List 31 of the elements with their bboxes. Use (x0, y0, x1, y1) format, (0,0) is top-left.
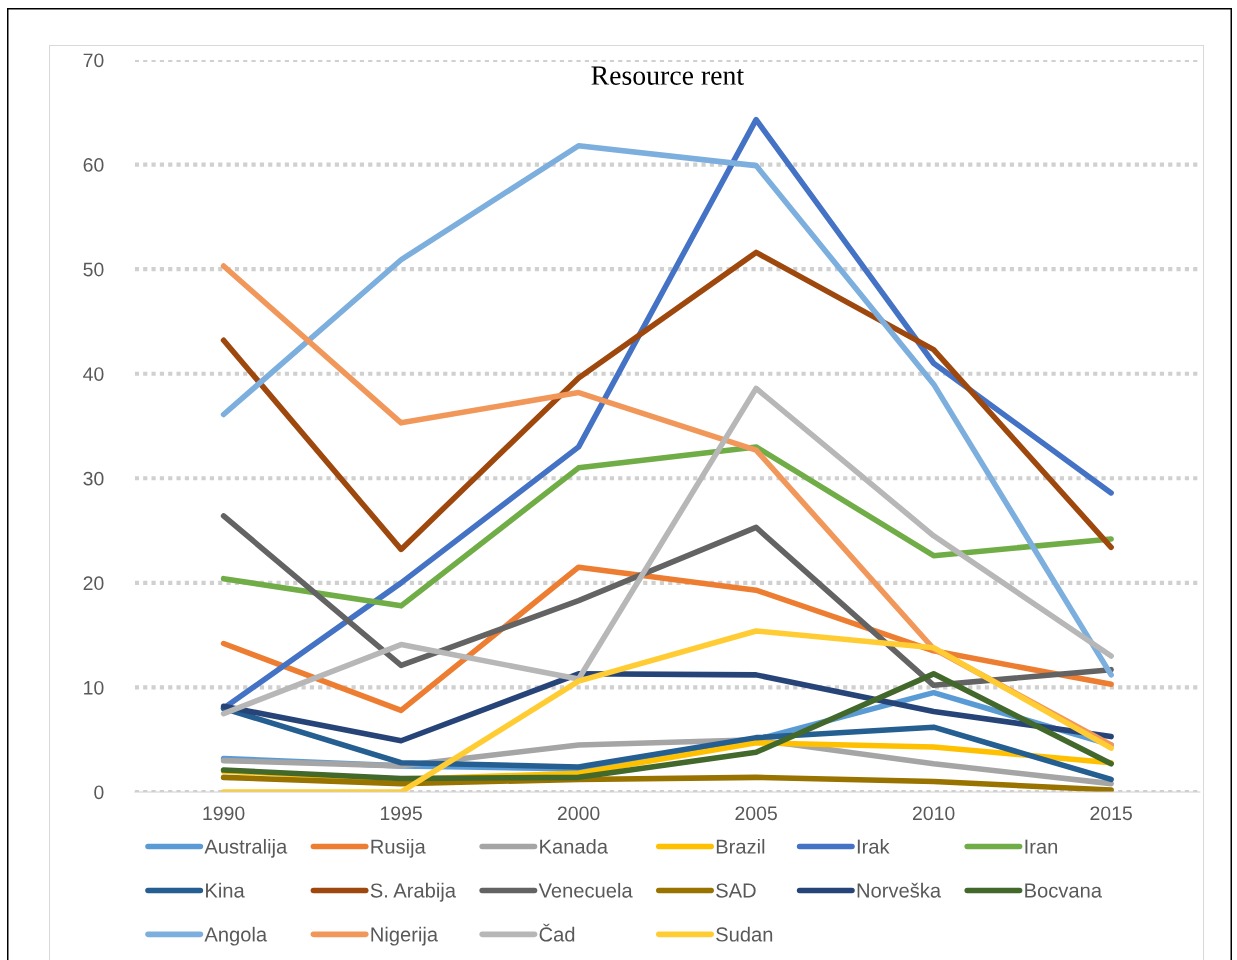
y-tick-label: 60 (83, 158, 104, 172)
x-tick-label: 1990 (203, 806, 245, 821)
legend-label: Čad (539, 923, 575, 942)
legend-label: S. Arabija (370, 882, 456, 902)
chart-title: Resource rent (591, 66, 744, 85)
legend-label: Rusija (371, 838, 426, 858)
y-tick-label: 70 (83, 53, 104, 68)
legend-label: SAD (716, 883, 756, 898)
legend-label: Kina (206, 882, 245, 898)
legend-label: Australija (204, 838, 288, 858)
legend-label: Brazil (716, 838, 765, 854)
y-tick-label: 20 (83, 576, 104, 591)
legend-label: Venecuela (538, 882, 633, 898)
y-tick-label: 30 (83, 471, 104, 486)
x-tick-label: 2005 (735, 806, 777, 821)
y-tick-label: 40 (83, 367, 104, 381)
legend-label: Kanada (540, 838, 608, 854)
y-tick-label: 50 (83, 262, 104, 277)
legend-label: Iran (1025, 839, 1058, 854)
legend-label: Nigerija (371, 926, 439, 946)
x-tick-label: 1995 (380, 806, 422, 821)
x-tick-label: 2010 (912, 806, 955, 821)
y-tick-label: 0 (94, 785, 104, 800)
x-tick-label: 2000 (557, 806, 600, 821)
x-tick-label: 2015 (1090, 806, 1132, 821)
y-tick-label: 10 (84, 680, 104, 695)
legend-label: Bocvana (1025, 883, 1102, 898)
legend-label: Norveška (857, 882, 942, 898)
legend-label: Irak (857, 838, 890, 854)
legend-label: Angola (204, 926, 268, 946)
legend-label: Sudan (716, 926, 773, 942)
